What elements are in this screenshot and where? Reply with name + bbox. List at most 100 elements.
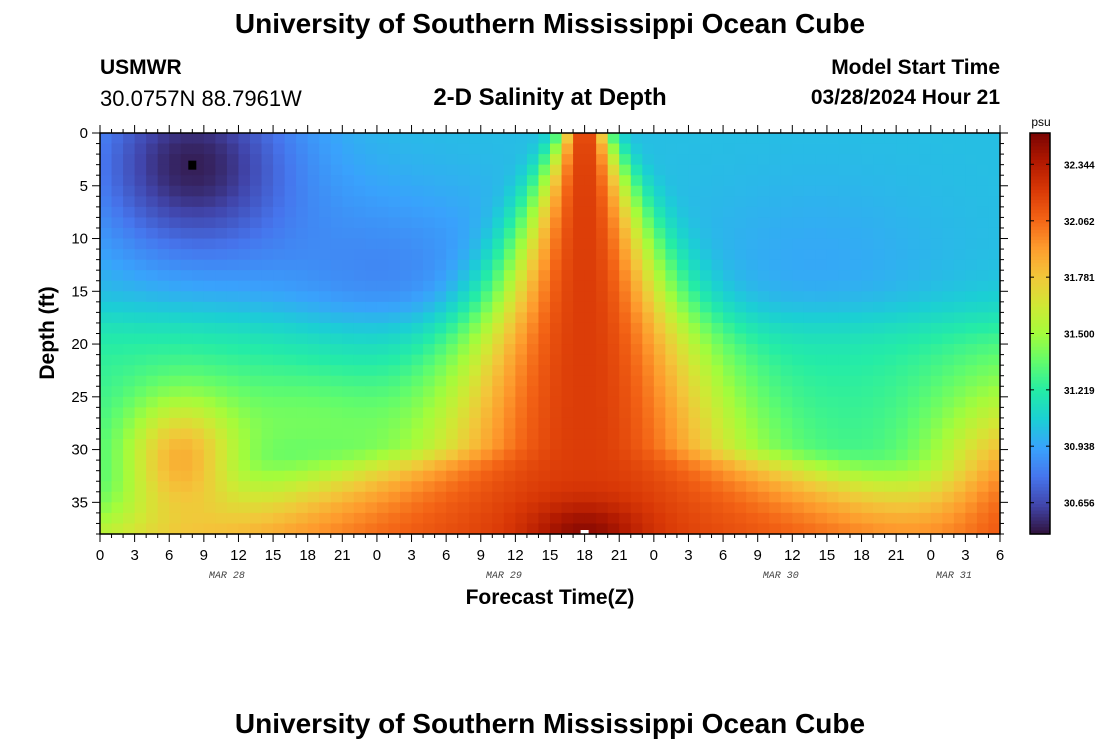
heatmap-cell — [642, 270, 655, 282]
heatmap-cell — [307, 164, 320, 176]
heatmap-cell — [330, 365, 343, 377]
heatmap-cell — [861, 460, 874, 472]
heatmap-cell — [769, 512, 782, 525]
heatmap-cell — [907, 217, 920, 229]
heatmap-cell — [561, 133, 574, 145]
heatmap-cell — [261, 386, 274, 398]
x-tick-label: 21 — [611, 547, 628, 564]
heatmap-cell — [884, 396, 897, 408]
heatmap-cell — [342, 512, 355, 525]
heatmap-cell — [250, 396, 263, 408]
heatmap-cell — [584, 217, 597, 229]
heatmap-cell — [515, 491, 528, 503]
heatmap-cell — [653, 259, 666, 271]
heatmap-cell — [353, 133, 366, 145]
heatmap-cell — [515, 417, 528, 430]
heatmap-cell — [803, 259, 816, 271]
heatmap-cell — [434, 481, 447, 493]
heatmap-cell — [365, 354, 378, 366]
heatmap-cell — [134, 396, 147, 408]
heatmap-cell — [653, 249, 666, 261]
heatmap-cell — [169, 523, 182, 535]
heatmap-cell — [711, 439, 724, 451]
heatmap-cell — [746, 175, 759, 187]
heatmap-cell — [388, 512, 401, 525]
heatmap-cell — [596, 259, 609, 271]
heatmap-cell — [469, 428, 482, 440]
heatmap-cell — [630, 133, 643, 145]
heatmap-cell — [746, 291, 759, 303]
heatmap-cell — [330, 217, 343, 229]
heatmap-cell — [134, 280, 147, 292]
heatmap-cell — [942, 217, 955, 229]
heatmap-cell — [561, 449, 574, 461]
heatmap-cell — [780, 164, 793, 176]
heatmap-cell — [423, 470, 436, 482]
heatmap-cell — [319, 227, 332, 240]
heatmap-cell — [284, 154, 297, 166]
heatmap-cell — [769, 175, 782, 187]
heatmap-cell — [907, 312, 920, 324]
heatmap-cell — [492, 344, 505, 356]
heatmap-cell — [226, 417, 240, 430]
heatmap-cell — [503, 344, 516, 356]
heatmap-cell — [411, 196, 424, 208]
heatmap-cell — [526, 333, 540, 345]
heatmap-cell — [123, 449, 136, 461]
heatmap-cell — [596, 154, 609, 166]
heatmap-cell — [226, 217, 240, 229]
heatmap-cell — [169, 291, 182, 303]
heatmap-cell — [607, 164, 620, 176]
heatmap-cell — [492, 322, 505, 335]
heatmap-cell — [365, 280, 378, 292]
heatmap-cell — [907, 386, 920, 398]
heatmap-cell — [123, 227, 136, 240]
heatmap-cell — [665, 502, 678, 514]
heatmap-cell — [769, 217, 782, 229]
heatmap-cell — [850, 407, 863, 419]
heatmap-cell — [723, 206, 736, 219]
heatmap-cell — [203, 164, 216, 176]
heatmap-cell — [469, 470, 482, 482]
heatmap-cell — [573, 449, 586, 461]
heatmap-cell — [573, 143, 586, 155]
heatmap-cell — [850, 227, 863, 240]
heatmap-cell — [953, 312, 966, 324]
heatmap-cell — [526, 206, 540, 219]
heatmap-cell — [884, 375, 897, 387]
heatmap-cell — [826, 344, 840, 356]
heatmap-cell — [526, 439, 540, 451]
heatmap-cell — [469, 481, 482, 493]
heatmap-cell — [803, 491, 816, 503]
heatmap-cell — [480, 460, 493, 472]
heatmap-cell — [584, 502, 597, 514]
heatmap-cell — [284, 280, 297, 292]
heatmap-cell — [423, 259, 436, 271]
heatmap-cell — [988, 227, 1001, 240]
heatmap-cell — [792, 449, 805, 461]
heatmap-cell — [780, 249, 793, 261]
heatmap-cell — [492, 133, 505, 145]
heatmap-cell — [550, 491, 563, 503]
heatmap-cell — [550, 312, 563, 324]
heatmap-cell — [307, 185, 320, 197]
heatmap-cell — [769, 491, 782, 503]
heatmap-cell — [307, 259, 320, 271]
heatmap-cell — [388, 375, 401, 387]
heatmap-cell — [746, 227, 759, 240]
colorbar-segment — [1030, 173, 1050, 178]
heatmap-cell — [884, 312, 897, 324]
heatmap-cell — [630, 449, 643, 461]
heatmap-cell — [215, 523, 228, 535]
heatmap-cell — [330, 512, 343, 525]
heatmap-cell — [642, 460, 655, 472]
heatmap-cell — [815, 460, 828, 472]
heatmap-cell — [573, 344, 586, 356]
heatmap-cell — [353, 185, 366, 197]
heatmap-cell — [688, 164, 701, 176]
heatmap-cell — [619, 365, 632, 377]
heatmap-cell — [573, 439, 586, 451]
colorbar-segment — [1030, 493, 1050, 498]
heatmap-cell — [723, 354, 736, 366]
heatmap-cell — [688, 259, 701, 271]
